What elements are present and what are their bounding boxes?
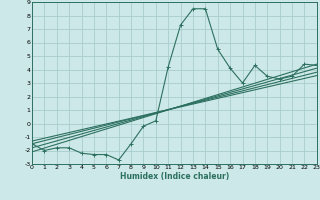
X-axis label: Humidex (Indice chaleur): Humidex (Indice chaleur) xyxy=(120,172,229,181)
